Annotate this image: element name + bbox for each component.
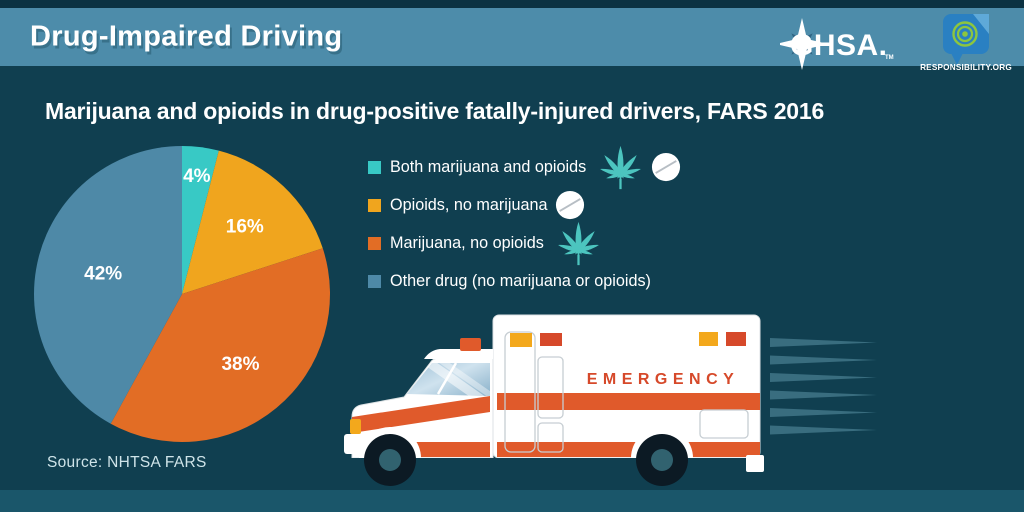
speed-line	[770, 408, 877, 417]
emergency-label: EMERGENCY	[587, 371, 740, 388]
cab-bottom-stripe	[415, 442, 490, 457]
legend-item: Opioids, no marijuana	[368, 186, 681, 224]
legend-label: Marijuana, no opioids	[390, 233, 544, 252]
box-marker-lights	[510, 332, 746, 347]
legend-item: Other drug (no marijuana or opioids)	[368, 262, 681, 300]
pie-slice	[182, 150, 323, 294]
legend-swatch	[368, 198, 381, 212]
ghsa-logo-text: GHSA.	[790, 29, 888, 62]
windshield-divider	[436, 362, 458, 395]
box-stripe	[497, 393, 760, 410]
cab-stripe	[352, 396, 490, 433]
bottom-border-strip	[0, 490, 1024, 512]
responsibility-logo-text: RESPONSIBILITY.ORG	[920, 63, 1012, 72]
compass-star-icon	[780, 18, 828, 70]
speed-line	[770, 390, 877, 400]
pie-slice-label: 38%	[221, 354, 259, 375]
speed-line	[770, 338, 877, 347]
box-bottom-stripe	[497, 442, 760, 457]
cab-roof-light	[460, 338, 481, 351]
door-panel-outlines	[504, 331, 749, 453]
legend-item: Marijuana, no opioids	[368, 224, 681, 262]
ghsa-trademark: TM	[885, 55, 894, 61]
pie-slice-label: 4%	[183, 166, 211, 187]
legend-item: Both marijuana and opioids	[368, 148, 682, 186]
rear-step	[746, 455, 764, 472]
speech-bubble-target-icon	[943, 14, 989, 65]
pill-icon	[555, 190, 586, 220]
headlight	[350, 419, 361, 434]
pie-chart: 4% 16% 38% 42%	[34, 146, 331, 442]
marijuana-leaf-icon	[556, 221, 601, 266]
legend-swatch	[368, 236, 381, 250]
cab-roof	[424, 349, 493, 359]
front-bumper	[344, 434, 356, 454]
pie-slice-label: 16%	[226, 217, 264, 238]
legend-swatch	[368, 274, 381, 288]
speed-lines	[770, 338, 877, 435]
speed-line	[770, 355, 877, 365]
legend-label: Both marijuana and opioids	[390, 157, 587, 176]
responsibility-logo: RESPONSIBILITY.ORG	[920, 14, 1012, 72]
pie-slice-label: 42%	[84, 263, 122, 284]
marijuana-leaf-icon	[598, 145, 643, 190]
legend-label: Other drug (no marijuana or opioids)	[390, 271, 651, 290]
page-title: Drug-Impaired Driving	[30, 20, 343, 53]
chart-title: Marijuana and opioids in drug-positive f…	[45, 98, 825, 124]
front-wheel	[364, 434, 416, 486]
legend-swatch	[368, 160, 381, 174]
ghsa-logo: GHSA. TM	[780, 18, 894, 70]
ambulance-illustration: EMERGENCY	[330, 314, 890, 489]
rear-wheel	[636, 434, 688, 486]
header-band: Drug-Impaired Driving GHSA. TM RESPONSIB…	[0, 8, 1024, 72]
pie-slice	[34, 146, 182, 424]
pie-slice	[110, 248, 331, 442]
pie-slice	[182, 146, 219, 294]
legend-label: Opioids, no marijuana	[390, 195, 548, 214]
pill-icon	[651, 152, 682, 182]
pie-legend: Both marijuana and opioids Opioids, no ma…	[368, 148, 682, 300]
speed-line	[770, 373, 877, 382]
source-note: Source: NHTSA FARS	[47, 454, 207, 471]
underbody-mask	[330, 458, 890, 489]
top-border-strip	[0, 0, 1024, 8]
speed-line	[770, 425, 877, 435]
